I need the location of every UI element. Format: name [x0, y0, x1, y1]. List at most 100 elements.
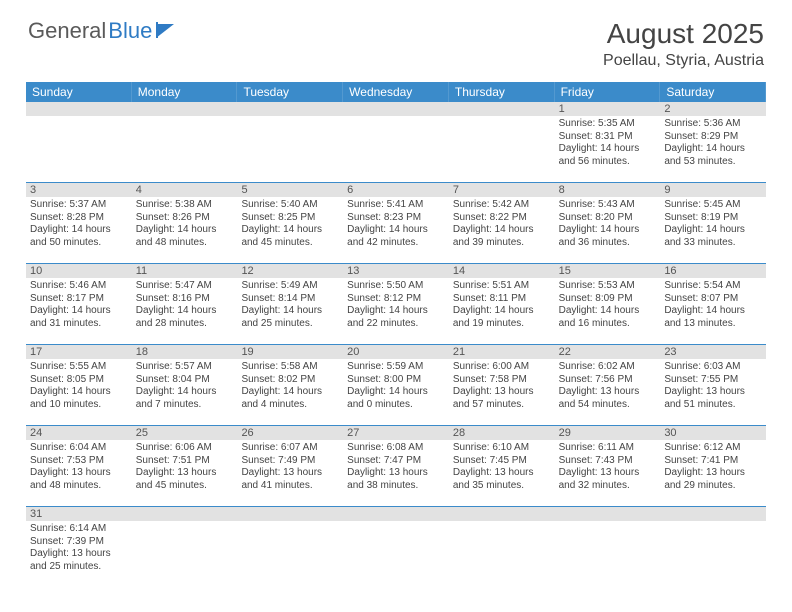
- cell-ss: Sunset: 7:56 PM: [559, 374, 656, 387]
- cell-dl2: and 45 minutes.: [136, 480, 233, 493]
- calendar-cell: Sunrise: 5:41 AMSunset: 8:23 PMDaylight:…: [343, 197, 449, 263]
- cell-ss: Sunset: 8:11 PM: [453, 293, 550, 306]
- cell-dl1: Daylight: 13 hours: [559, 467, 656, 480]
- cell-sr: Sunrise: 5:45 AM: [664, 199, 761, 212]
- daynum: 24: [26, 426, 132, 440]
- calendar-cell: Sunrise: 5:38 AMSunset: 8:26 PMDaylight:…: [132, 197, 238, 263]
- dow-sat: Saturday: [660, 82, 766, 102]
- cell-dl1: Daylight: 14 hours: [136, 224, 233, 237]
- week-row: Sunrise: 5:37 AMSunset: 8:28 PMDaylight:…: [26, 197, 766, 264]
- calendar-cell: Sunrise: 5:47 AMSunset: 8:16 PMDaylight:…: [132, 278, 238, 344]
- calendar-cell: Sunrise: 6:11 AMSunset: 7:43 PMDaylight:…: [555, 440, 661, 506]
- cell-dl2: and 0 minutes.: [347, 399, 444, 412]
- daynum: 1: [555, 102, 661, 116]
- week-row: Sunrise: 6:14 AMSunset: 7:39 PMDaylight:…: [26, 521, 766, 587]
- cell-ss: Sunset: 8:31 PM: [559, 131, 656, 144]
- cell-dl1: Daylight: 14 hours: [30, 386, 127, 399]
- calendar-cell: [26, 116, 132, 182]
- cell-ss: Sunset: 8:28 PM: [30, 212, 127, 225]
- daynum: 2: [660, 102, 766, 116]
- cell-sr: Sunrise: 5:42 AM: [453, 199, 550, 212]
- cell-dl1: Daylight: 13 hours: [136, 467, 233, 480]
- daynum: [555, 507, 661, 521]
- cell-dl2: and 7 minutes.: [136, 399, 233, 412]
- calendar-cell: Sunrise: 5:42 AMSunset: 8:22 PMDaylight:…: [449, 197, 555, 263]
- cell-sr: Sunrise: 6:00 AM: [453, 361, 550, 374]
- cell-ss: Sunset: 8:07 PM: [664, 293, 761, 306]
- daynum: 13: [343, 264, 449, 278]
- cell-ss: Sunset: 7:55 PM: [664, 374, 761, 387]
- cell-ss: Sunset: 8:09 PM: [559, 293, 656, 306]
- calendar-cell: [132, 116, 238, 182]
- daynum: 26: [237, 426, 343, 440]
- cell-sr: Sunrise: 6:04 AM: [30, 442, 127, 455]
- cell-sr: Sunrise: 5:53 AM: [559, 280, 656, 293]
- cell-dl1: Daylight: 14 hours: [664, 224, 761, 237]
- daynum-row: 12: [26, 102, 766, 116]
- calendar-cell: Sunrise: 5:51 AMSunset: 8:11 PMDaylight:…: [449, 278, 555, 344]
- calendar-cell: [555, 521, 661, 587]
- cell-dl2: and 39 minutes.: [453, 237, 550, 250]
- cell-dl1: Daylight: 14 hours: [559, 143, 656, 156]
- calendar-cell: [132, 521, 238, 587]
- location: Poellau, Styria, Austria: [603, 52, 764, 70]
- calendar-cell: [449, 116, 555, 182]
- daynum: 22: [555, 345, 661, 359]
- calendar-cell: [237, 521, 343, 587]
- cell-dl2: and 19 minutes.: [453, 318, 550, 331]
- cell-ss: Sunset: 8:16 PM: [136, 293, 233, 306]
- dow-tue: Tuesday: [237, 82, 343, 102]
- cell-dl1: Daylight: 14 hours: [664, 305, 761, 318]
- daynum: [449, 102, 555, 116]
- cell-dl2: and 32 minutes.: [559, 480, 656, 493]
- week-row: Sunrise: 5:55 AMSunset: 8:05 PMDaylight:…: [26, 359, 766, 426]
- title-block: August 2025 Poellau, Styria, Austria: [603, 18, 764, 70]
- cell-ss: Sunset: 8:14 PM: [241, 293, 338, 306]
- daynum: 18: [132, 345, 238, 359]
- daynum-row: 31: [26, 507, 766, 521]
- cell-sr: Sunrise: 5:47 AM: [136, 280, 233, 293]
- dow-thu: Thursday: [449, 82, 555, 102]
- daynum: 29: [555, 426, 661, 440]
- cell-sr: Sunrise: 6:02 AM: [559, 361, 656, 374]
- cell-ss: Sunset: 7:43 PM: [559, 455, 656, 468]
- calendar-cell: Sunrise: 6:07 AMSunset: 7:49 PMDaylight:…: [237, 440, 343, 506]
- cell-dl2: and 22 minutes.: [347, 318, 444, 331]
- cell-ss: Sunset: 8:29 PM: [664, 131, 761, 144]
- daynum-row: 3456789: [26, 183, 766, 197]
- logo: General Blue: [28, 18, 178, 44]
- cell-dl2: and 45 minutes.: [241, 237, 338, 250]
- cell-dl1: Daylight: 13 hours: [559, 386, 656, 399]
- daynum: 4: [132, 183, 238, 197]
- cell-dl1: Daylight: 13 hours: [30, 548, 127, 561]
- cell-dl2: and 29 minutes.: [664, 480, 761, 493]
- daynum: [26, 102, 132, 116]
- cell-dl2: and 42 minutes.: [347, 237, 444, 250]
- daynum: 6: [343, 183, 449, 197]
- cell-sr: Sunrise: 5:58 AM: [241, 361, 338, 374]
- daynum-row: 24252627282930: [26, 426, 766, 440]
- dow-mon: Monday: [132, 82, 238, 102]
- calendar-cell: Sunrise: 6:14 AMSunset: 7:39 PMDaylight:…: [26, 521, 132, 587]
- calendar-cell: Sunrise: 5:59 AMSunset: 8:00 PMDaylight:…: [343, 359, 449, 425]
- daynum: [343, 507, 449, 521]
- daynum: 25: [132, 426, 238, 440]
- cell-dl2: and 57 minutes.: [453, 399, 550, 412]
- cell-dl1: Daylight: 13 hours: [453, 386, 550, 399]
- cell-dl2: and 25 minutes.: [30, 561, 127, 574]
- cell-dl1: Daylight: 14 hours: [347, 224, 444, 237]
- dow-row: Sunday Monday Tuesday Wednesday Thursday…: [26, 82, 766, 102]
- logo-text-general: General: [28, 18, 106, 44]
- cell-ss: Sunset: 7:45 PM: [453, 455, 550, 468]
- calendar-cell: Sunrise: 6:12 AMSunset: 7:41 PMDaylight:…: [660, 440, 766, 506]
- daynum: 3: [26, 183, 132, 197]
- cell-dl1: Daylight: 13 hours: [347, 467, 444, 480]
- cell-ss: Sunset: 8:26 PM: [136, 212, 233, 225]
- dow-fri: Friday: [555, 82, 661, 102]
- cell-dl2: and 36 minutes.: [559, 237, 656, 250]
- cell-ss: Sunset: 7:49 PM: [241, 455, 338, 468]
- daynum-row: 10111213141516: [26, 264, 766, 278]
- calendar-cell: Sunrise: 5:55 AMSunset: 8:05 PMDaylight:…: [26, 359, 132, 425]
- daynum: 5: [237, 183, 343, 197]
- cell-dl1: Daylight: 14 hours: [559, 305, 656, 318]
